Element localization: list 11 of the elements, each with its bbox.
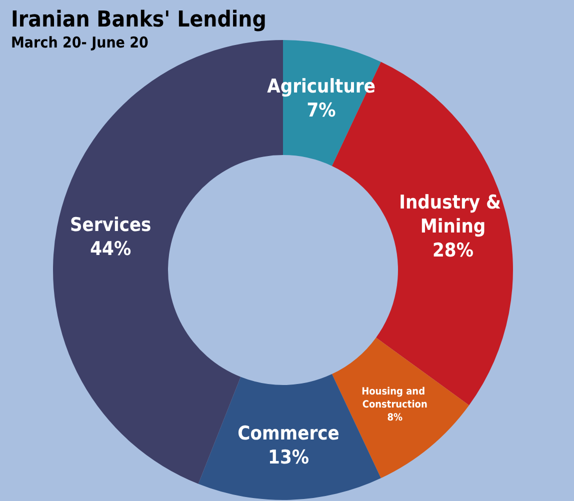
slice-label: Commerce bbox=[238, 422, 340, 444]
chart-subtitle: March 20- June 20 bbox=[11, 34, 148, 52]
chart-title: Iranian Banks' Lending bbox=[11, 8, 266, 32]
data-label: 7% bbox=[306, 100, 336, 122]
slice-label: Housing and Construction bbox=[362, 386, 428, 411]
slice-label: Industry & Mining bbox=[399, 191, 507, 238]
data-label: 13% bbox=[268, 446, 309, 468]
data-label: 44% bbox=[90, 238, 132, 260]
slice-label: Services bbox=[70, 214, 152, 236]
data-label: 28% bbox=[432, 239, 474, 262]
data-label: 8% bbox=[387, 412, 403, 424]
